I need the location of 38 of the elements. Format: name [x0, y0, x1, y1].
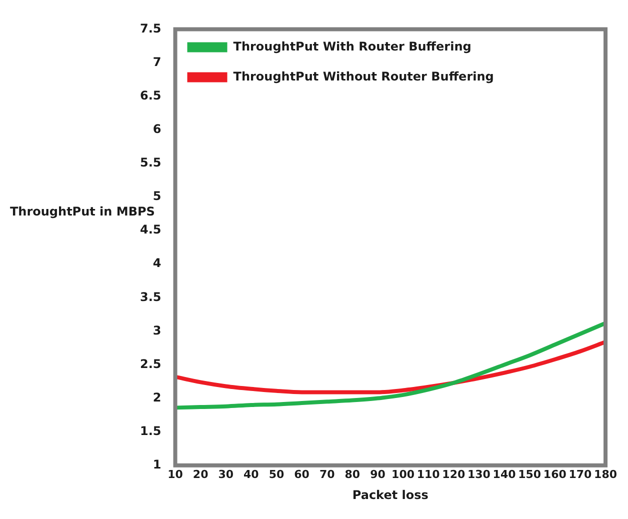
x-tick-label: 150: [518, 468, 542, 481]
x-tick-label: 120: [442, 468, 466, 481]
x-tick-label: 10: [168, 468, 184, 481]
x-tick-label: 60: [294, 468, 310, 481]
y-tick-label: 5: [152, 189, 162, 204]
y-tick-label: 5.5: [140, 156, 162, 170]
x-tick-label: 100: [392, 468, 415, 481]
y-tick-label: 6.5: [140, 88, 162, 102]
x-tick-label: 130: [467, 468, 491, 481]
x-tick-label: 180: [594, 468, 618, 481]
x-tick-label: 70: [319, 468, 336, 481]
y-tick-label: 2.5: [140, 356, 162, 371]
y-tick-label: 4.5: [140, 222, 162, 237]
x-tick-label: 90: [370, 468, 386, 481]
y-tick-label: 7: [152, 54, 162, 69]
y-tick-label: 1: [152, 458, 162, 472]
y-tick-label: 6: [152, 122, 162, 136]
x-axis-title: Packet loss: [352, 488, 428, 502]
x-tick-label: 80: [344, 468, 360, 481]
legend-label: ThroughtPut With Router Buffering: [233, 39, 472, 54]
x-tick-label: 40: [244, 468, 260, 481]
x-tick-label: 30: [218, 468, 234, 481]
y-tick-label: 4: [152, 256, 162, 270]
x-tick-label: 50: [268, 468, 284, 481]
y-tick-label: 2: [152, 390, 162, 404]
line-series: [175, 340, 606, 394]
y-axis-title: ThroughtPut in MBPS: [10, 204, 155, 219]
y-tick-label: 7.5: [140, 21, 162, 36]
y-tick-label: 3: [152, 323, 162, 338]
line-series: [175, 321, 606, 410]
x-tick-label: 170: [568, 468, 592, 481]
x-tick-label: 140: [492, 468, 516, 481]
y-tick-label: 3.5: [140, 290, 162, 304]
x-tick-label: 20: [192, 468, 209, 481]
x-tick-label: 160: [543, 468, 567, 481]
y-tick-label: 1.5: [140, 424, 162, 438]
x-tick-label: 110: [416, 468, 440, 481]
legend-label: ThroughtPut Without Router Buffering: [233, 69, 494, 84]
